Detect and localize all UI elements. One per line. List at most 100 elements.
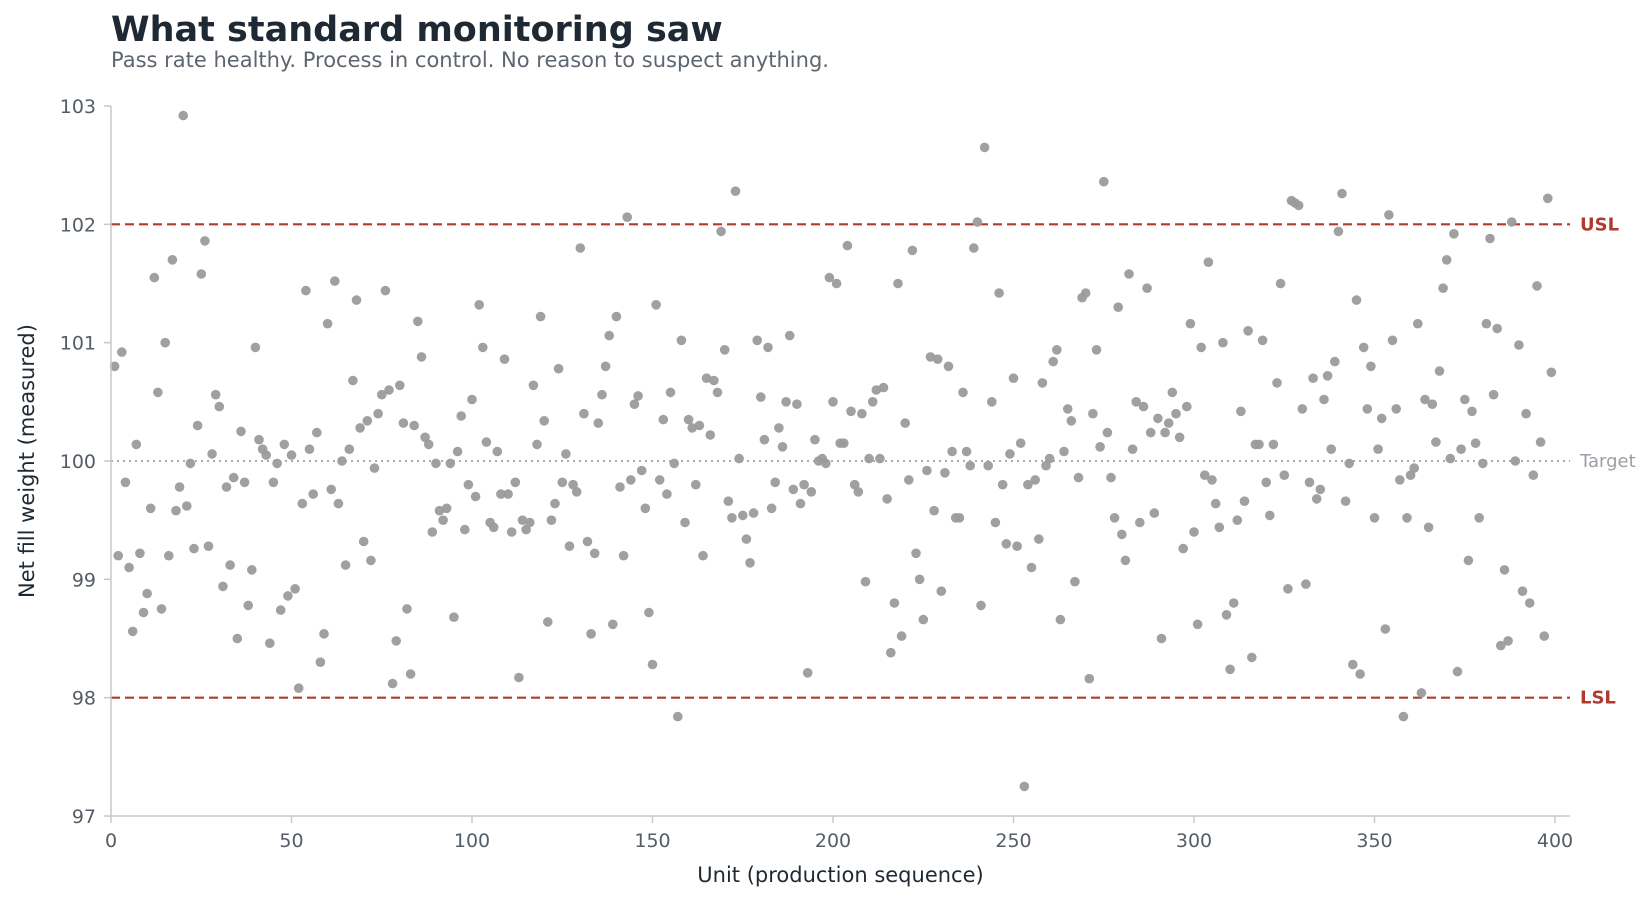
data-point bbox=[734, 453, 744, 464]
data-point bbox=[900, 418, 910, 428]
data-point bbox=[1131, 397, 1141, 407]
data-point bbox=[250, 342, 261, 353]
data-point bbox=[564, 541, 575, 551]
data-point bbox=[207, 449, 217, 459]
data-point bbox=[626, 475, 636, 485]
data-point bbox=[745, 558, 755, 568]
y-tick-label: 98 bbox=[72, 688, 96, 710]
data-point bbox=[503, 489, 513, 499]
data-point bbox=[571, 487, 582, 497]
data-point bbox=[958, 387, 968, 398]
data-point bbox=[557, 477, 568, 488]
data-point bbox=[756, 392, 766, 402]
data-point bbox=[369, 463, 380, 473]
data-point bbox=[145, 503, 156, 514]
data-point bbox=[1153, 413, 1163, 424]
data-point bbox=[1254, 439, 1264, 450]
data-point bbox=[1344, 458, 1354, 469]
data-point bbox=[1528, 470, 1539, 481]
data-point bbox=[777, 442, 788, 452]
data-point bbox=[1506, 217, 1517, 227]
data-point bbox=[308, 489, 319, 499]
data-point bbox=[1369, 513, 1380, 523]
y-axis-title: Net fill weight (measured) bbox=[15, 324, 39, 598]
data-point bbox=[1207, 475, 1217, 485]
data-point bbox=[1485, 233, 1495, 244]
data-point bbox=[117, 347, 127, 357]
data-point bbox=[1351, 295, 1362, 305]
data-point bbox=[1355, 669, 1365, 679]
data-point bbox=[221, 482, 232, 492]
data-point bbox=[719, 345, 730, 355]
data-point bbox=[965, 460, 975, 471]
data-point bbox=[1182, 401, 1192, 412]
data-point bbox=[842, 240, 853, 251]
data-point bbox=[936, 586, 947, 596]
data-point bbox=[1189, 527, 1199, 537]
data-point bbox=[871, 385, 882, 395]
data-point bbox=[1319, 394, 1329, 405]
data-point bbox=[795, 498, 806, 509]
data-point bbox=[275, 605, 286, 615]
data-point bbox=[1109, 513, 1120, 523]
data-point bbox=[391, 636, 402, 646]
data-point bbox=[510, 477, 521, 488]
data-point bbox=[138, 607, 149, 618]
data-point bbox=[265, 638, 275, 648]
data-point bbox=[1499, 565, 1510, 575]
y-tick-label: 100 bbox=[60, 451, 96, 473]
data-point bbox=[640, 503, 651, 514]
data-point bbox=[160, 337, 170, 348]
data-point bbox=[849, 479, 860, 490]
data-point bbox=[1120, 555, 1131, 566]
x-tick-label: 350 bbox=[1356, 830, 1392, 852]
data-point bbox=[1546, 367, 1557, 378]
data-point bbox=[611, 311, 622, 322]
data-point bbox=[1402, 513, 1412, 523]
data-point bbox=[1387, 335, 1398, 346]
data-point bbox=[1221, 610, 1232, 620]
data-point bbox=[1113, 302, 1123, 313]
data-point bbox=[961, 446, 972, 457]
data-point bbox=[225, 560, 235, 570]
data-point bbox=[1218, 337, 1228, 348]
data-point bbox=[586, 629, 596, 639]
data-point bbox=[651, 300, 661, 310]
data-point bbox=[218, 581, 228, 592]
data-point bbox=[340, 560, 351, 570]
y-tick-label: 97 bbox=[72, 806, 96, 828]
data-point bbox=[1019, 781, 1030, 792]
data-point bbox=[1073, 472, 1084, 483]
data-point bbox=[1088, 408, 1098, 419]
data-point bbox=[297, 498, 308, 509]
data-point bbox=[691, 479, 701, 490]
data-point bbox=[1478, 458, 1488, 469]
data-point bbox=[1265, 510, 1275, 521]
data-point bbox=[662, 489, 672, 499]
chart-title: What standard monitoring saw bbox=[111, 10, 723, 50]
data-point bbox=[178, 110, 188, 121]
data-point bbox=[550, 498, 560, 509]
data-point bbox=[976, 600, 986, 611]
data-point bbox=[846, 406, 856, 417]
data-point bbox=[1322, 371, 1333, 381]
data-point bbox=[1539, 631, 1549, 641]
data-point bbox=[802, 668, 813, 678]
data-point bbox=[254, 434, 264, 445]
y-tick-label: 102 bbox=[60, 214, 96, 236]
x-tick-label: 150 bbox=[634, 830, 670, 852]
data-point bbox=[561, 449, 571, 459]
data-point bbox=[1030, 475, 1040, 485]
data-point bbox=[1138, 401, 1149, 412]
data-point bbox=[1084, 673, 1095, 684]
data-point bbox=[153, 387, 163, 398]
data-point bbox=[463, 479, 474, 490]
data-point bbox=[633, 391, 643, 401]
data-point bbox=[481, 437, 492, 447]
data-point bbox=[1315, 484, 1326, 495]
data-point bbox=[781, 397, 791, 407]
data-point bbox=[1488, 389, 1499, 400]
data-point bbox=[582, 536, 593, 547]
data-point bbox=[1066, 416, 1077, 426]
data-point bbox=[1005, 449, 1015, 459]
